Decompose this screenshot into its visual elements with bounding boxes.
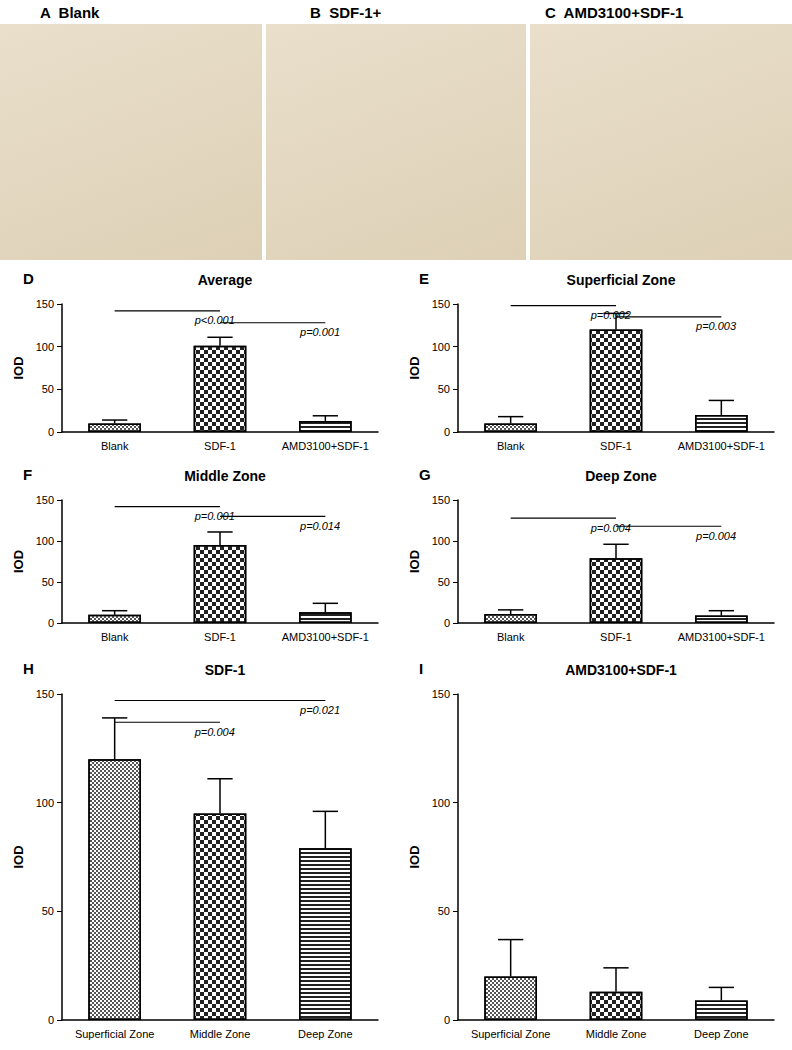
svg-text:Average: Average	[198, 272, 253, 288]
svg-text:AMD3100+SDF-1: AMD3100+SDF-1	[678, 440, 765, 452]
svg-text:IOD: IOD	[11, 356, 26, 379]
svg-text:AMD3100+SDF-1: AMD3100+SDF-1	[565, 662, 677, 678]
svg-text:0: 0	[48, 1014, 54, 1026]
svg-text:IOD: IOD	[11, 550, 26, 573]
svg-text:AMD3100+SDF-1: AMD3100+SDF-1	[282, 631, 369, 643]
svg-text:150: 150	[36, 688, 54, 700]
svg-text:Blank: Blank	[497, 631, 525, 643]
svg-text:150: 150	[432, 494, 450, 506]
svg-text:p=0.014: p=0.014	[299, 520, 340, 532]
svg-text:50: 50	[42, 576, 54, 588]
svg-text:Middle Zone: Middle Zone	[184, 468, 266, 484]
svg-text:p=0.004: p=0.004	[590, 522, 631, 534]
svg-text:AMD3100+SDF-1: AMD3100+SDF-1	[282, 440, 369, 452]
svg-text:p=0.001: p=0.001	[299, 326, 340, 338]
svg-text:150: 150	[36, 494, 54, 506]
svg-text:100: 100	[36, 341, 54, 353]
svg-text:0: 0	[48, 617, 54, 629]
svg-text:p<0.001: p<0.001	[194, 314, 235, 326]
svg-text:50: 50	[438, 383, 450, 395]
svg-text:Middle Zone: Middle Zone	[586, 1028, 647, 1040]
svg-text:Deep Zone: Deep Zone	[298, 1028, 352, 1040]
svg-text:IOD: IOD	[407, 845, 422, 868]
svg-text:F: F	[23, 466, 32, 483]
svg-text:p=0.001: p=0.001	[194, 510, 235, 523]
svg-text:100: 100	[432, 797, 450, 809]
svg-text:G: G	[419, 466, 431, 483]
svg-text:100: 100	[432, 535, 450, 547]
svg-text:IOD: IOD	[407, 356, 422, 379]
svg-text:0: 0	[444, 617, 450, 629]
svg-text:50: 50	[42, 383, 54, 395]
svg-text:AMD3100+SDF-1: AMD3100+SDF-1	[678, 631, 765, 643]
svg-text:p=0.021: p=0.021	[299, 704, 340, 716]
svg-text:I: I	[419, 660, 423, 677]
svg-text:50: 50	[438, 905, 450, 917]
svg-text:SDF-1: SDF-1	[204, 440, 236, 452]
html-text:A Blank: A Blank	[40, 4, 100, 21]
svg-text:SDF-1: SDF-1	[205, 662, 246, 678]
html-text:B SDF-1+: B SDF-1+	[310, 4, 382, 21]
svg-text:Blank: Blank	[101, 440, 129, 452]
svg-text:IOD: IOD	[11, 845, 26, 868]
svg-text:50: 50	[438, 576, 450, 588]
svg-text:100: 100	[36, 535, 54, 547]
svg-text:100: 100	[432, 341, 450, 353]
svg-text:SDF-1: SDF-1	[600, 631, 632, 643]
svg-text:Superficial Zone: Superficial Zone	[567, 272, 676, 288]
svg-text:SDF-1: SDF-1	[600, 440, 632, 452]
svg-text:SDF-1: SDF-1	[204, 631, 236, 643]
svg-text:p=0.002: p=0.002	[590, 309, 631, 321]
svg-text:100: 100	[36, 797, 54, 809]
svg-text:p=0.004: p=0.004	[695, 530, 736, 542]
svg-text:0: 0	[444, 426, 450, 438]
svg-text:0: 0	[48, 426, 54, 438]
svg-text:0: 0	[444, 1014, 450, 1026]
svg-text:150: 150	[36, 298, 54, 310]
svg-text:H: H	[23, 660, 34, 677]
svg-text:150: 150	[432, 298, 450, 310]
svg-text:Superficial Zone: Superficial Zone	[471, 1028, 551, 1040]
html-text:C AMD3100+SDF-1: C AMD3100+SDF-1	[545, 4, 684, 21]
svg-text:IOD: IOD	[407, 550, 422, 573]
svg-text:Superficial Zone: Superficial Zone	[75, 1028, 155, 1040]
svg-text:Deep Zone: Deep Zone	[585, 468, 657, 484]
svg-text:Middle Zone: Middle Zone	[190, 1028, 251, 1040]
svg-text:Deep Zone: Deep Zone	[694, 1028, 748, 1040]
svg-text:D: D	[23, 270, 34, 287]
svg-text:50: 50	[42, 905, 54, 917]
svg-text:E: E	[419, 270, 429, 287]
svg-text:Blank: Blank	[497, 440, 525, 452]
svg-text:Blank: Blank	[101, 631, 129, 643]
svg-text:p=0.003: p=0.003	[695, 320, 737, 332]
svg-text:150: 150	[432, 688, 450, 700]
svg-text:p=0.004: p=0.004	[194, 726, 235, 738]
